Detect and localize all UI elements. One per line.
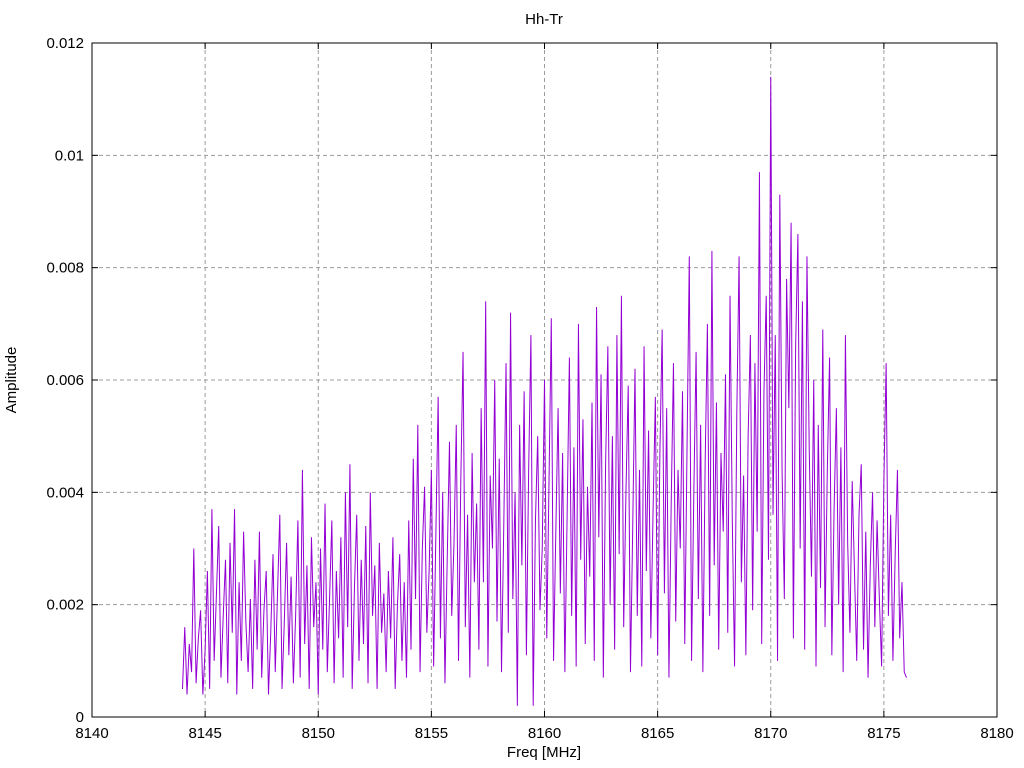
y-tick-label: 0.006 (46, 372, 84, 389)
y-tick-label: 0.01 (55, 147, 84, 164)
y-axis-label: Amplitude (3, 347, 20, 414)
y-tick-label: 0.008 (46, 260, 84, 277)
x-tick-label: 8140 (75, 725, 108, 742)
x-tick-label: 8170 (754, 725, 787, 742)
x-tick-label: 8175 (867, 725, 900, 742)
x-tick-label: 8160 (528, 725, 561, 742)
y-tick-label: 0 (76, 709, 84, 726)
x-axis-label: Freq [MHz] (507, 744, 581, 761)
chart-title: Hh-Tr (525, 11, 563, 28)
x-tick-label: 8145 (188, 725, 221, 742)
axes-border-and-ticks (91, 42, 998, 718)
x-tick-label: 8155 (415, 725, 448, 742)
x-tick-label: 8180 (980, 725, 1013, 742)
x-tick-label: 8150 (302, 725, 335, 742)
y-tick-label: 0.012 (46, 35, 84, 52)
x-tick-label: 8165 (641, 725, 674, 742)
y-tick-label: 0.004 (46, 484, 84, 501)
data-series-hh-tr (182, 76, 907, 706)
series-line (182, 76, 907, 706)
y-tick-label: 0.002 (46, 597, 84, 614)
tick-labels: 8140 8145 8150 8155 8160 8165 8170 8175 8180 0 0.0… (46, 35, 1013, 742)
